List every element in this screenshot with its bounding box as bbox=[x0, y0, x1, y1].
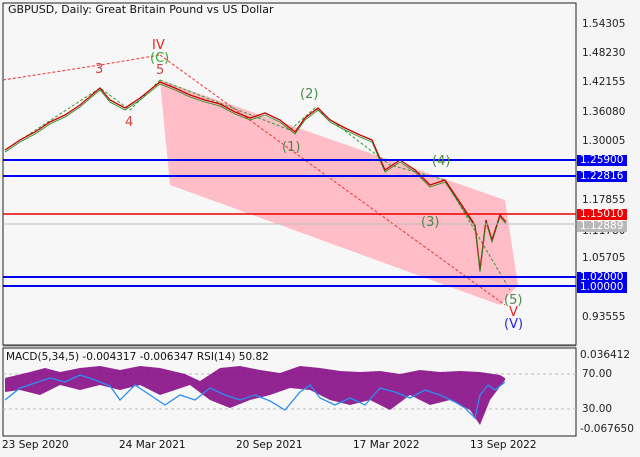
wave-label-3: 3 bbox=[95, 62, 104, 77]
price-tick: 1.30005 bbox=[582, 135, 626, 147]
ind-tick: 0.036412 bbox=[580, 349, 631, 361]
wave-label-5b: (5) bbox=[504, 293, 523, 308]
wave-label-3b: (3) bbox=[421, 215, 440, 230]
wave-label-2: (2) bbox=[300, 87, 319, 102]
wave-label-5: 5 bbox=[156, 63, 165, 78]
ind-tick: 30.00 bbox=[582, 403, 613, 415]
price-tick: 1.42155 bbox=[582, 76, 626, 88]
price-tick: 1.54305 bbox=[582, 18, 626, 30]
level-box: 1.12889 bbox=[577, 221, 627, 232]
level-box: 1.00000 bbox=[577, 282, 627, 293]
time-tick: 20 Sep 2021 bbox=[236, 439, 303, 451]
wave-label-C: (C) bbox=[150, 51, 170, 66]
price-tick: 1.17855 bbox=[582, 194, 626, 206]
wave-label-IV: IV bbox=[152, 38, 165, 53]
time-tick: 24 Mar 2021 bbox=[119, 439, 186, 451]
wave-label-4: 4 bbox=[125, 115, 134, 130]
wave-label-4b: (4) bbox=[432, 154, 451, 169]
wave-label-1: (1) bbox=[282, 140, 301, 155]
chart-title: GBPUSD, Daily: Great Britain Pound vs US… bbox=[8, 3, 274, 16]
wave-channel bbox=[160, 80, 518, 305]
level-box: 1.15010 bbox=[577, 209, 627, 220]
price-tick: 1.48230 bbox=[582, 47, 626, 59]
level-box: 1.25900 bbox=[577, 155, 627, 166]
time-tick: 13 Sep 2022 bbox=[470, 439, 537, 451]
time-tick: 23 Sep 2020 bbox=[2, 439, 69, 451]
wave-label-Vb: (V) bbox=[504, 317, 524, 332]
wave-label-V: V bbox=[509, 305, 518, 320]
price-tick: 1.36080 bbox=[582, 106, 626, 118]
price-tick: 0.93555 bbox=[582, 311, 626, 323]
indicator-label: MACD(5,34,5) -0.004317 -0.006347 RSI(14)… bbox=[6, 351, 269, 363]
time-tick: 17 Mar 2022 bbox=[353, 439, 420, 451]
ind-tick: 70.00 bbox=[582, 368, 613, 380]
level-box: 1.02000 bbox=[577, 272, 627, 283]
ind-tick: -0.067650 bbox=[580, 423, 634, 435]
price-tick: 1.05705 bbox=[582, 252, 626, 264]
level-box: 1.22816 bbox=[577, 171, 627, 182]
